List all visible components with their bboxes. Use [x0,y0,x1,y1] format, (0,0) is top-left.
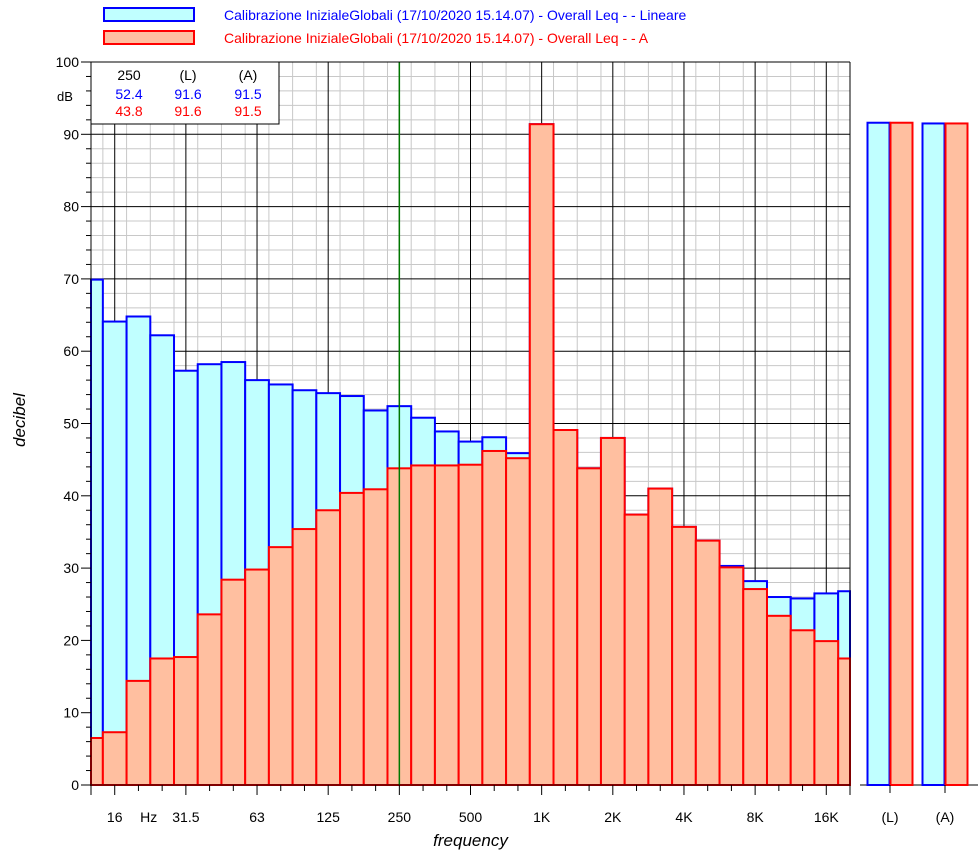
readout-value: 91.6 [174,103,201,119]
bar-a-12.5 [90,737,104,787]
plot-frame [81,61,851,795]
x-axis-title: frequency [433,831,509,850]
x-tick-label: 125 [317,809,341,825]
readout-header: (A) [239,67,258,83]
legend-label-a: Calibrazione InizialeGlobali (17/10/2020… [224,29,649,46]
bar-a-2.5K [623,513,650,787]
overall-category-label: (L) [881,809,898,825]
readout-value: 52.4 [115,86,142,102]
axis-labels: 0 10 20 30 40 50 60 70 80 90 100 16 Hz 31.5 63 125 250 50… [10,54,954,850]
bar-a-8K [742,588,768,787]
y-tick-label: 70 [63,271,79,287]
bar-a-4K [671,525,697,786]
x-tick-label: 4K [675,809,693,825]
x-tick-label: 1K [533,809,551,825]
readout-box [90,61,280,125]
x-tick-label: 63 [249,809,265,825]
overall-panel [860,121,978,793]
bar-a-1.6K [576,467,602,786]
bar-a-16K [813,640,840,786]
y-tick-label: 80 [63,199,79,215]
bar-a-1.25K [552,429,579,786]
value-readout-box [90,61,280,125]
legend-label-lineare: Calibrazione InizialeGlobali (17/10/2020… [224,6,687,23]
readout-header: 250 [117,67,141,83]
y-tick-label: 60 [63,343,79,359]
overall-category-label: (A) [936,809,955,825]
overall-bar-a-A [944,122,969,786]
bar-a-5K [694,539,721,786]
readout-header: (L) [179,67,196,83]
bar-a-2K [599,436,626,786]
bar-a-1K [528,123,555,787]
overall-bar-lineare-L [866,121,891,787]
bar-a-80 [267,546,294,786]
bar-a-6.3K [718,566,745,787]
y-tick-label: 30 [63,560,79,576]
x-tick-label: 31.5 [172,809,199,825]
readout-value: 91.5 [234,103,261,119]
bar-a-630 [481,449,508,786]
y-tick-label: 10 [63,705,79,721]
legend-swatch-a [103,30,195,45]
bar-a-40 [196,613,223,787]
bar-a-400 [433,464,460,786]
bar-a-20K [837,657,851,786]
overall-bar-lineare-A [921,122,946,786]
readout-unit: dB [57,89,73,104]
y-axis-title: decibel [10,392,29,447]
y-tick-label: 90 [63,126,79,142]
bar-a-200 [362,488,389,786]
x-tick-label: 16 [107,809,123,825]
x-tick-label: 8K [747,809,765,825]
bar-a-20 [125,679,152,786]
x-tick-label: Hz [140,809,157,825]
legend-entry-lineare: Calibrazione InizialeGlobali (17/10/2020… [103,6,686,23]
bar-a-3.15K [647,487,674,786]
readout-value: 91.5 [234,86,261,102]
bar-a-10K [765,614,792,786]
readout-value: 43.8 [115,103,142,119]
overall-bar-a-L [889,121,914,787]
x-tick-label: 2K [604,809,622,825]
legend-entry-a: Calibrazione InizialeGlobali (17/10/2020… [103,29,648,46]
x-tick-label: 500 [459,809,483,825]
bar-a-160 [339,491,365,786]
x-tick-label: 250 [388,809,412,825]
bar-lineare-12.5 [90,278,104,786]
y-tick-label: 20 [63,632,79,648]
bar-a-63 [244,568,270,787]
y-tick-label: 40 [63,488,79,504]
y-tick-label: 0 [71,777,79,793]
bar-a-100 [291,528,318,786]
bar-a-12.5K [789,629,816,787]
y-tick-label: 100 [56,54,80,70]
bar-lineare-16 [101,320,128,786]
readout-value: 91.6 [174,86,201,102]
bar-a-25 [149,657,176,786]
bar-a-315 [410,464,436,786]
chart-legend: Calibrazione InizialeGlobali (17/10/2020… [0,0,978,50]
x-tick-label: 16K [814,809,840,825]
bar-a-16 [101,731,128,787]
bar-a-31.5 [173,656,199,786]
bar-a-50 [220,578,247,787]
y-tick-label: 50 [63,416,79,432]
legend-swatch-lineare [103,7,195,22]
bar-a-500 [457,463,484,786]
bar-a-800 [505,457,531,786]
bar-a-125 [315,509,342,786]
